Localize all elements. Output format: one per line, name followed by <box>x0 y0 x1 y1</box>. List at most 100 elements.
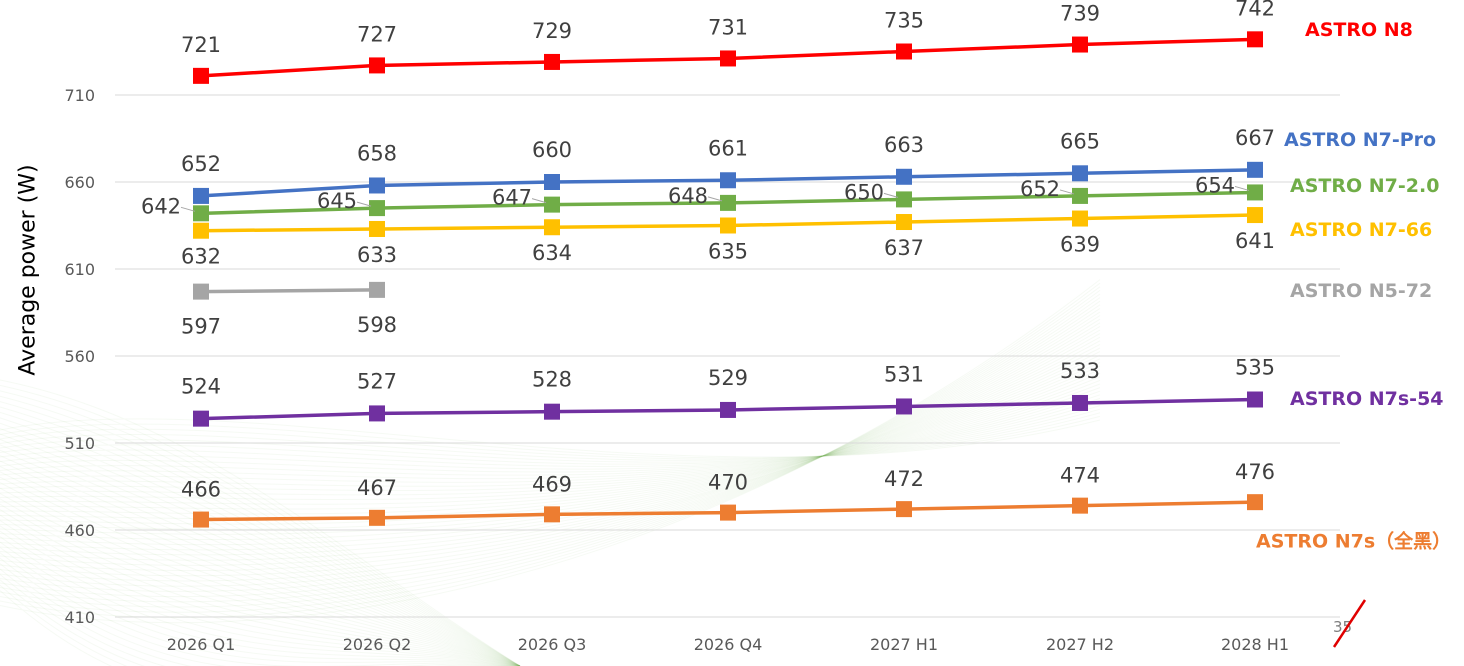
data-label: 739 <box>1060 2 1100 26</box>
data-point-marker <box>1072 36 1088 53</box>
leader-line <box>883 192 899 198</box>
data-point-marker <box>544 219 560 236</box>
data-label: 641 <box>1235 229 1275 253</box>
data-point-marker <box>1247 494 1263 511</box>
swirl-line <box>0 322 1101 666</box>
data-label: 661 <box>708 136 748 160</box>
data-label: 466 <box>181 478 221 502</box>
data-point-marker <box>896 43 912 60</box>
data-label: 635 <box>708 240 748 264</box>
data-point-marker <box>193 222 209 239</box>
data-point-marker <box>1247 184 1263 201</box>
swirl-line <box>0 333 1101 666</box>
data-label: 721 <box>181 33 221 57</box>
data-label: 665 <box>1060 129 1100 153</box>
data-point-marker <box>369 405 385 422</box>
swirl-line <box>0 401 1101 666</box>
data-label: 639 <box>1060 233 1100 257</box>
legend-astro-n7-66: ASTRO N7-66 <box>1290 219 1433 241</box>
swirl-line <box>0 372 1101 666</box>
swirl-line <box>0 279 1101 666</box>
data-point-marker <box>896 191 912 208</box>
swirl-line <box>0 394 1101 666</box>
data-point-marker <box>896 214 912 231</box>
data-point-marker <box>369 509 385 526</box>
swirl-line <box>0 300 1101 666</box>
x-tick-label: 2027 H2 <box>1046 635 1114 654</box>
swirl-line <box>0 390 1101 666</box>
leader-line <box>707 196 723 202</box>
page-number: 35 <box>1333 618 1353 636</box>
data-label: 529 <box>708 366 748 390</box>
data-point-marker <box>369 220 385 237</box>
data-label: 645 <box>317 189 357 213</box>
data-point-marker <box>1072 210 1088 227</box>
data-point-marker <box>896 168 912 185</box>
legend-astro-n7s-black: ASTRO N7s（全黑） <box>1256 530 1452 553</box>
y-tick-label: 560 <box>64 347 95 366</box>
x-tick-label: 2026 Q1 <box>167 635 236 654</box>
data-label: 472 <box>884 467 924 491</box>
data-point-marker <box>896 398 912 415</box>
data-point-marker <box>193 205 209 222</box>
data-label: 731 <box>708 15 748 39</box>
data-point-marker <box>1072 187 1088 204</box>
data-point-marker <box>544 196 560 213</box>
data-point-marker <box>544 53 560 70</box>
data-point-marker <box>1072 165 1088 182</box>
series-line <box>200 288 378 294</box>
swirl-line <box>0 369 1101 666</box>
swirl-line <box>0 379 1101 666</box>
swirl-line <box>0 329 1101 666</box>
data-point-marker <box>193 283 209 300</box>
y-tick-label: 460 <box>64 521 95 540</box>
swirl-line <box>0 311 1101 666</box>
data-label: 597 <box>181 315 221 339</box>
legend-astro-n5-72: ASTRO N5-72 <box>1290 280 1433 302</box>
swirl-line <box>0 347 1101 666</box>
data-point-marker <box>720 504 736 521</box>
data-label: 528 <box>532 368 572 392</box>
data-point-marker <box>720 172 736 189</box>
x-tick-label: 2028 H1 <box>1221 635 1289 654</box>
data-label: 652 <box>181 152 221 176</box>
data-label: 476 <box>1235 460 1275 484</box>
swirl-line <box>0 304 1101 666</box>
swirl-line <box>0 336 1101 666</box>
data-point-marker <box>193 67 209 84</box>
data-label: 652 <box>1020 177 1060 201</box>
data-point-marker <box>720 50 736 67</box>
y-tick-label: 660 <box>64 173 95 192</box>
data-label: 650 <box>844 180 884 204</box>
data-point-marker <box>369 200 385 217</box>
swirl-line <box>0 351 1101 666</box>
data-point-marker <box>1247 391 1263 408</box>
data-label: 633 <box>357 243 397 267</box>
data-label: 470 <box>708 471 748 495</box>
data-label: 637 <box>884 236 924 260</box>
swirl-line <box>0 286 1101 666</box>
data-label: 727 <box>357 22 397 46</box>
legend-astro-n7s-54: ASTRO N7s-54 <box>1290 388 1444 410</box>
data-label: 660 <box>532 138 572 162</box>
y-tick-label: 410 <box>64 608 95 627</box>
data-point-marker <box>544 174 560 190</box>
data-label: 527 <box>357 369 397 393</box>
data-label: 632 <box>181 245 221 269</box>
data-label: 634 <box>532 241 572 265</box>
data-label: 531 <box>884 362 924 386</box>
swirl-line <box>0 315 1101 666</box>
x-tick-label: 2026 Q3 <box>518 635 587 654</box>
data-point-marker <box>720 194 736 211</box>
swirl-line <box>0 297 1101 666</box>
data-label: 735 <box>884 9 924 33</box>
data-label: 598 <box>357 313 397 337</box>
data-label: 524 <box>181 375 221 399</box>
swirl-line <box>0 358 1101 666</box>
data-label: 742 <box>1235 0 1275 20</box>
x-tick-label: 2026 Q2 <box>343 635 412 654</box>
data-label: 647 <box>492 186 532 210</box>
swirl-line <box>0 376 1101 666</box>
data-point-marker <box>720 217 736 234</box>
